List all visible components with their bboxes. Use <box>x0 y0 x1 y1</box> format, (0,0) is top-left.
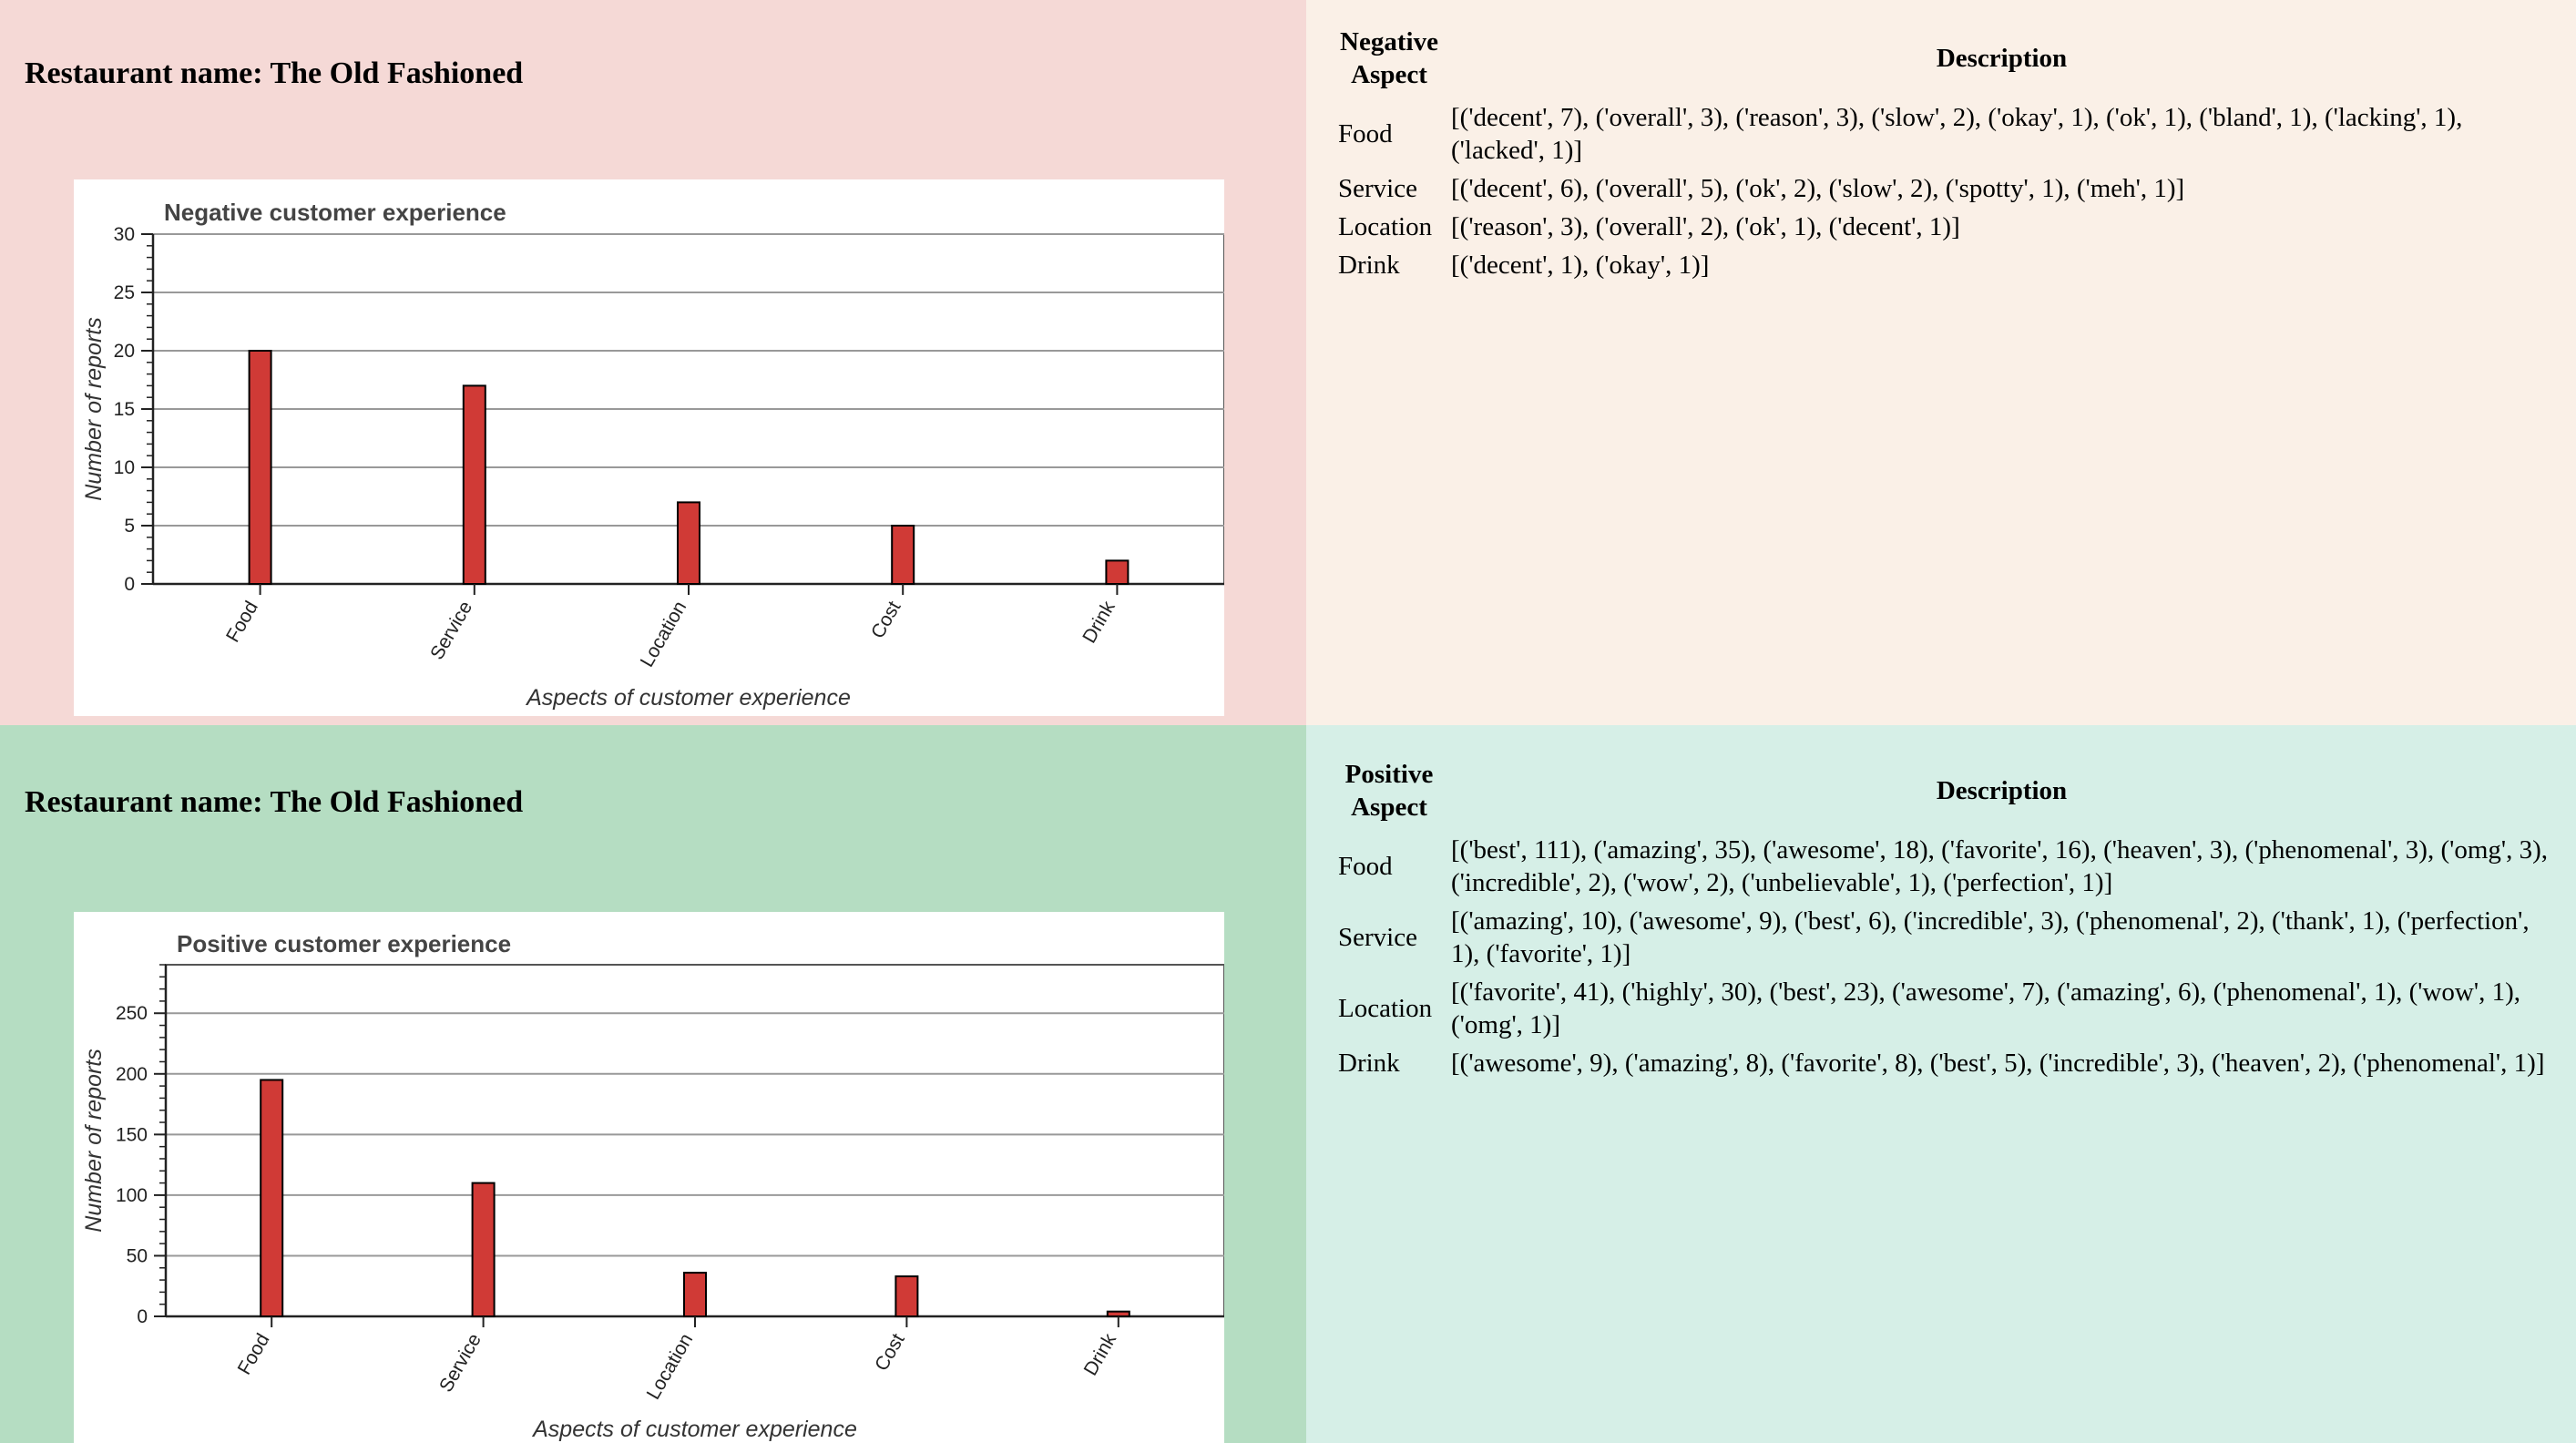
description-cell: [('decent', 7), ('overall', 3), ('reason… <box>1451 103 2463 165</box>
description-cell: [('decent', 1), ('okay', 1)] <box>1451 251 1710 280</box>
bar-cost <box>894 1275 919 1318</box>
aspect-cell: Food <box>1338 852 1393 881</box>
y-tick-label: 200 <box>116 1064 148 1085</box>
x-tick-label: Food <box>234 1330 274 1378</box>
aspect-column-header: Positive Aspect <box>1344 760 1434 822</box>
description-cell: [('best', 111), ('amazing', 35), ('aweso… <box>1451 835 2549 897</box>
table-row: Drink [('awesome', 9), ('amazing', 8), (… <box>1333 1044 2558 1082</box>
y-tick-label: 250 <box>116 1003 148 1024</box>
bar-cost <box>891 525 915 585</box>
y-tick-label: 25 <box>114 282 135 303</box>
negative-chart-panel: Restaurant name: The Old Fashioned 0 5 10 1… <box>0 0 1306 725</box>
positive-chart-card: 0 50 100 150 200 250 Food Service Location Cost Dr… <box>74 912 1224 1443</box>
table-row: Location [('favorite', 41), ('highly', 3… <box>1333 973 2558 1044</box>
x-tick-label: Cost <box>871 1330 909 1375</box>
y-tick-label: 15 <box>114 399 135 420</box>
table-row: Service [('amazing', 10), ('awesome', 9)… <box>1333 902 2558 973</box>
chart-title: Negative customer experience <box>164 199 506 226</box>
x-axis-label: Aspects of customer experience <box>525 685 851 711</box>
x-tick-label: Service <box>426 598 476 663</box>
restaurant-title: Restaurant name: The Old Fashioned <box>25 785 524 819</box>
negative-aspect-table: Negative Aspect Description Food [('dece… <box>1333 26 2558 284</box>
table-row: Food [('best', 111), ('amazing', 35), ('… <box>1333 831 2558 902</box>
x-tick-label: Food <box>222 598 262 646</box>
negative-experience-chart: 0 5 10 15 20 25 30 Food Service Location Cost Drink… <box>81 199 1224 711</box>
y-tick-label: 0 <box>124 574 135 595</box>
table-row: Drink [('decent', 1), ('okay', 1)] <box>1333 246 2558 284</box>
x-tick-label: Location <box>637 598 691 670</box>
table-row: Service [('decent', 6), ('overall', 5), … <box>1333 169 2558 208</box>
aspect-cell: Drink <box>1338 251 1400 280</box>
bar-service <box>471 1182 496 1317</box>
positive-experience-chart: 0 50 100 150 200 250 Food Service Location Cost Dr… <box>81 930 1224 1442</box>
aspect-cell: Drink <box>1338 1049 1400 1078</box>
aspect-cell: Location <box>1338 994 1433 1023</box>
chart-title: Positive customer experience <box>177 930 511 957</box>
bar-drink <box>1105 559 1130 585</box>
description-cell: [('reason', 3), ('overall', 2), ('ok', 1… <box>1451 212 1960 241</box>
x-tick-label: Location <box>643 1330 698 1403</box>
x-tick-label: Drink <box>1078 598 1119 647</box>
aspect-cell: Service <box>1338 923 1417 952</box>
table-row: Location [('reason', 3), ('overall', 2),… <box>1333 208 2558 246</box>
table-header-row: Negative Aspect Description <box>1333 26 2558 98</box>
aspect-column-header: Negative Aspect <box>1340 27 1438 89</box>
description-cell: [('decent', 6), ('overall', 5), ('ok', 2… <box>1451 174 2185 203</box>
bar-food <box>248 350 272 585</box>
bar-drink <box>1106 1310 1130 1318</box>
x-axis-label: Aspects of customer experience <box>531 1417 857 1442</box>
negative-chart-card: 0 5 10 15 20 25 30 Food Service Location Cost Drink… <box>74 179 1224 716</box>
y-tick-label: 0 <box>137 1306 148 1327</box>
plot-frame <box>165 964 1224 1317</box>
description-cell: [('favorite', 41), ('highly', 30), ('bes… <box>1451 977 2521 1039</box>
y-tick-label: 20 <box>114 341 135 362</box>
y-tick-label: 5 <box>124 516 135 537</box>
y-axis-label: Number of reports <box>81 317 107 500</box>
y-tick-label: 10 <box>114 457 135 478</box>
description-cell: [('awesome', 9), ('amazing', 8), ('favor… <box>1451 1049 2545 1078</box>
y-tick-label: 50 <box>127 1245 148 1266</box>
bar-service <box>462 384 486 585</box>
description-cell: [('amazing', 10), ('awesome', 9), ('best… <box>1451 906 2530 968</box>
y-tick-label: 100 <box>116 1185 148 1206</box>
positive-chart-panel: Restaurant name: The Old Fashioned 0 50 10… <box>0 725 1306 1443</box>
negative-table-panel: Negative Aspect Description Food [('dece… <box>1306 0 2576 725</box>
restaurant-title: Restaurant name: The Old Fashioned <box>25 56 524 90</box>
aspect-cell: Food <box>1338 119 1393 148</box>
x-tick-label: Drink <box>1080 1330 1121 1379</box>
bar-location <box>683 1272 707 1318</box>
description-column-header: Description <box>1936 44 2068 73</box>
aspect-cell: Location <box>1338 212 1433 241</box>
x-tick-label: Service <box>435 1330 486 1396</box>
description-column-header: Description <box>1936 776 2068 805</box>
bar-food <box>260 1079 284 1317</box>
positive-aspect-table: Positive Aspect Description Food [('best… <box>1333 758 2558 1082</box>
aspect-cell: Service <box>1338 174 1417 203</box>
y-axis-label: Number of reports <box>81 1049 107 1232</box>
table-header-row: Positive Aspect Description <box>1333 758 2558 831</box>
bar-location <box>677 501 700 585</box>
y-tick-label: 30 <box>114 224 135 245</box>
y-tick-label: 150 <box>116 1124 148 1145</box>
positive-table-panel: Positive Aspect Description Food [('best… <box>1306 725 2576 1443</box>
table-row: Food [('decent', 7), ('overall', 3), ('r… <box>1333 98 2558 169</box>
x-tick-label: Cost <box>867 598 905 642</box>
